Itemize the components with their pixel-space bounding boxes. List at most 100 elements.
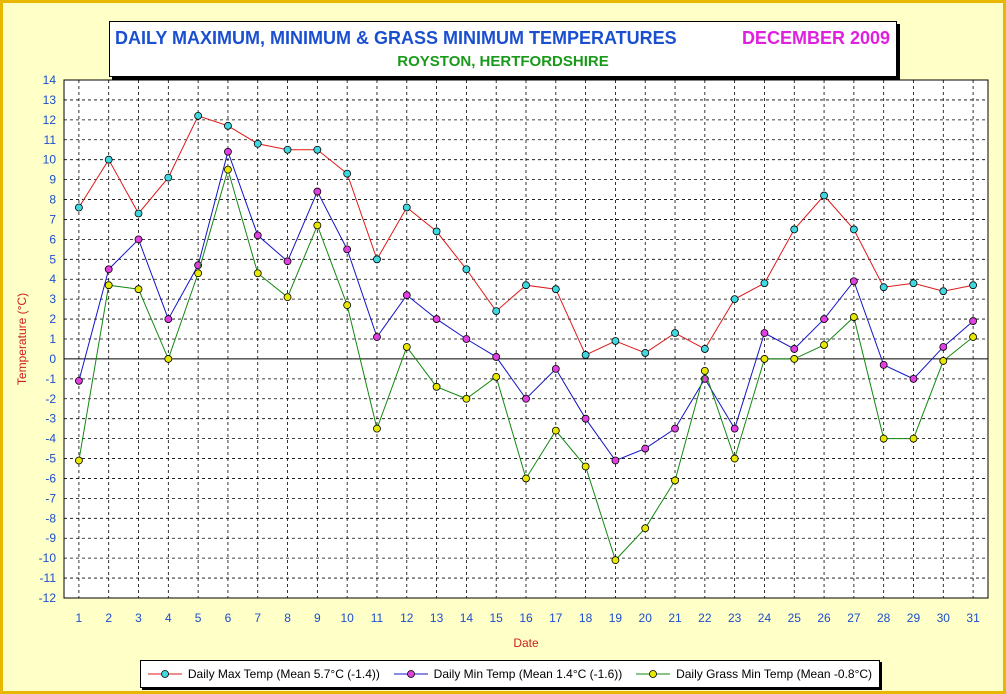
legend-label-min: Daily Min Temp (Mean 1.4°C (-1.6)) <box>433 667 623 681</box>
data-point-grass <box>194 269 203 278</box>
data-point-max <box>760 279 769 288</box>
data-point-max <box>313 145 322 154</box>
data-point-min <box>969 317 977 325</box>
x-tick-label: 3 <box>135 611 142 625</box>
data-point-grass <box>313 221 322 230</box>
x-tick-label: 14 <box>460 611 474 625</box>
data-point-min <box>909 374 918 383</box>
data-point-min <box>253 231 262 240</box>
data-point-max <box>253 139 262 148</box>
data-point-grass <box>224 165 232 174</box>
data-point-min <box>790 345 799 353</box>
data-point-grass <box>671 476 679 485</box>
data-point-grass <box>909 434 918 443</box>
data-point-max <box>671 329 679 337</box>
data-point-grass <box>134 285 143 294</box>
x-tick-label: 10 <box>340 611 354 625</box>
x-tick-label: 1 <box>76 611 83 625</box>
data-point-min <box>939 343 948 351</box>
y-tick-label: -6 <box>45 471 56 485</box>
x-tick-label: 25 <box>788 611 802 625</box>
data-point-max <box>104 155 113 164</box>
data-point-min <box>75 376 83 385</box>
data-point-grass <box>373 424 381 433</box>
y-tick-label: 0 <box>49 352 56 366</box>
data-point-grass <box>730 454 739 463</box>
data-point-min <box>492 353 501 361</box>
data-point-grass <box>611 556 620 565</box>
x-tick-label: 8 <box>284 611 291 625</box>
y-tick-label: -7 <box>45 491 56 505</box>
x-tick-label: 4 <box>165 611 172 625</box>
data-point-grass <box>432 382 441 391</box>
y-axis-label: Temperature (°C) <box>15 293 29 385</box>
x-tick-label: 15 <box>490 611 504 625</box>
legend-item-grass: Daily Grass Min Temp (Mean -0.8°C) <box>636 667 872 681</box>
x-tick-label: 12 <box>400 611 414 625</box>
x-tick-label: 5 <box>195 611 202 625</box>
y-tick-label: 9 <box>49 173 56 187</box>
data-point-max <box>700 345 709 353</box>
data-point-grass <box>104 281 113 290</box>
legend-item-max: Daily Max Temp (Mean 5.7°C (-1.4)) <box>147 667 380 681</box>
data-point-grass <box>849 313 858 321</box>
legend-label-max: Daily Max Temp (Mean 5.7°C (-1.4)) <box>187 667 380 681</box>
data-point-min <box>462 335 471 343</box>
data-point-max <box>641 349 650 357</box>
y-tick-label: -3 <box>45 412 56 426</box>
x-tick-label: 22 <box>698 611 712 625</box>
data-point-min <box>730 424 739 433</box>
x-tick-label: 28 <box>877 611 891 625</box>
series-layer <box>75 111 977 565</box>
data-point-grass <box>462 394 471 403</box>
legend-item-min: Daily Min Temp (Mean 1.4°C (-1.6)) <box>393 667 623 681</box>
data-point-grass <box>551 426 560 435</box>
y-tick-label: 6 <box>49 232 56 246</box>
x-tick-label: 27 <box>847 611 861 625</box>
x-tick-label: 2 <box>105 611 112 625</box>
y-tick-label: 8 <box>49 193 56 207</box>
data-point-grass <box>283 293 292 302</box>
data-point-min <box>581 414 590 423</box>
y-tick-label: 1 <box>49 332 56 346</box>
y-tick-label: 5 <box>49 252 56 266</box>
x-tick-label: 21 <box>668 611 682 625</box>
x-tick-label: 16 <box>519 611 533 625</box>
data-point-grass <box>879 434 888 443</box>
data-point-max <box>879 283 888 292</box>
data-point-grass <box>164 355 173 363</box>
data-point-grass <box>75 456 83 465</box>
data-point-min <box>224 147 232 156</box>
y-tick-label: -2 <box>45 392 56 406</box>
y-tick-label: -5 <box>45 452 56 466</box>
y-tick-label: -10 <box>39 551 57 565</box>
data-point-min <box>760 329 769 337</box>
data-point-max <box>462 265 471 274</box>
x-tick-label: 26 <box>817 611 831 625</box>
x-tick-label: 9 <box>314 611 321 625</box>
data-point-max <box>820 191 828 200</box>
data-point-min <box>671 424 679 433</box>
data-point-grass <box>402 343 411 351</box>
y-tick-label: -1 <box>45 372 56 386</box>
x-tick-label: 29 <box>907 611 921 625</box>
y-tick-label: 11 <box>44 133 57 147</box>
y-tick-label: -4 <box>45 432 56 446</box>
y-tick-label: -8 <box>45 511 56 525</box>
data-point-min <box>641 444 650 453</box>
data-point-max <box>969 281 977 290</box>
chart-subtitle: ROYSTON, HERTFORDSHIRE <box>397 53 609 70</box>
data-point-min <box>849 277 858 286</box>
data-point-min <box>104 265 113 274</box>
data-point-grass <box>581 462 590 471</box>
data-point-grass <box>969 333 977 341</box>
x-tick-label: 18 <box>579 611 593 625</box>
y-tick-label: 10 <box>43 153 57 167</box>
data-point-min <box>402 291 411 300</box>
y-tick-label: 7 <box>49 212 56 226</box>
x-tick-label: 13 <box>430 611 444 625</box>
data-point-grass <box>790 355 799 363</box>
y-tick-labels: -12-11-10-9-8-7-6-5-4-3-2-10123456789101… <box>39 73 57 605</box>
data-point-min <box>551 364 560 373</box>
x-tick-label: 19 <box>609 611 623 625</box>
